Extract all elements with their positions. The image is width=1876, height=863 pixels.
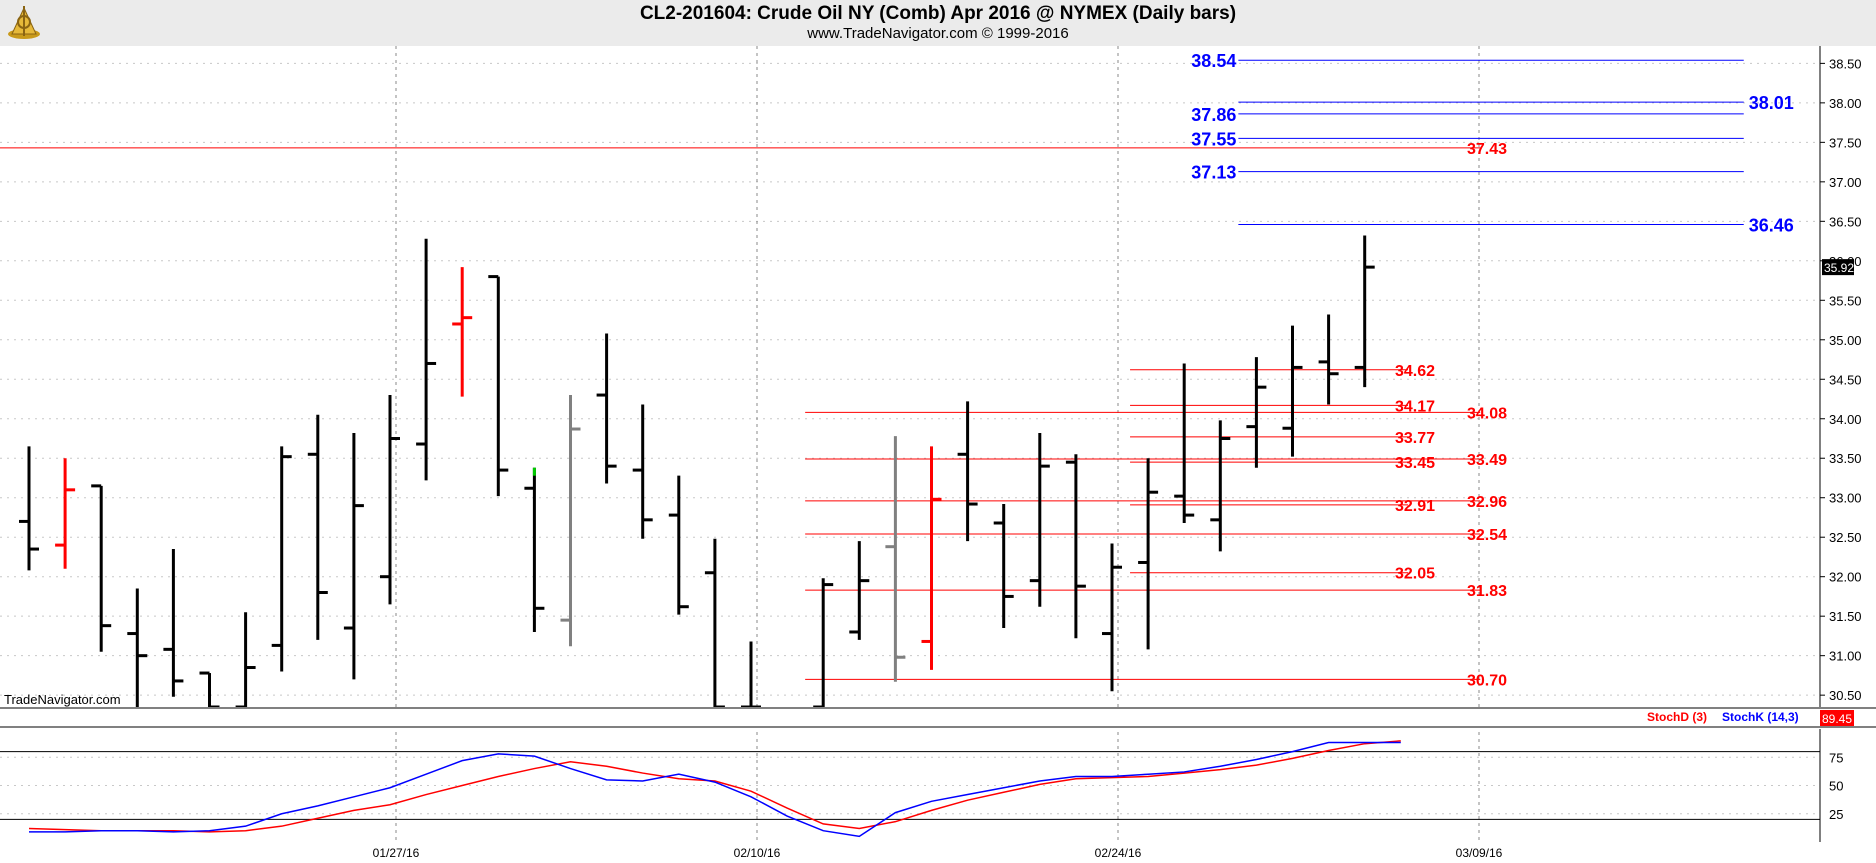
stoch-line-d bbox=[28, 740, 1401, 833]
price-tick-label: 33.50 bbox=[1829, 451, 1862, 466]
level-label-37.43: 37.43 bbox=[1467, 141, 1507, 158]
watermark-text: TradeNavigator.com bbox=[4, 692, 121, 707]
price-tick-label: 35.50 bbox=[1829, 293, 1862, 308]
level-label-30.70: 30.70 bbox=[1467, 672, 1507, 689]
stoch-tick-label: 25 bbox=[1829, 807, 1843, 822]
level-label-32.54: 32.54 bbox=[1467, 527, 1507, 544]
chart-title: CL2-201604: Crude Oil NY (Comb) Apr 2016… bbox=[639, 3, 1237, 24]
price-tick-label: 36.50 bbox=[1829, 214, 1862, 229]
last-price-label: 35.92 bbox=[1824, 261, 1854, 275]
level-label-32.05: 32.05 bbox=[1395, 566, 1435, 583]
panel-separator bbox=[0, 707, 1876, 729]
price-tick-label: 34.00 bbox=[1829, 412, 1862, 427]
price-tick-label: 37.00 bbox=[1829, 175, 1862, 190]
price-tick-label: 38.50 bbox=[1829, 56, 1862, 71]
level-label-37.86: 37.86 bbox=[1191, 105, 1236, 125]
price-tick-label: 32.50 bbox=[1829, 530, 1862, 545]
level-label-37.55: 37.55 bbox=[1191, 129, 1236, 149]
stoch-tick-label: 50 bbox=[1829, 779, 1843, 794]
level-label-34.62: 34.62 bbox=[1395, 363, 1435, 380]
level-label-38.01: 38.01 bbox=[1749, 93, 1794, 113]
stoch-last-marker bbox=[1820, 710, 1854, 726]
level-label-36.46: 36.46 bbox=[1749, 215, 1794, 235]
level-label-37.13: 37.13 bbox=[1191, 163, 1236, 183]
ohlc-bars bbox=[19, 235, 1375, 707]
chart-subtitle: www.TradeNavigator.com © 1999-2016 bbox=[807, 25, 1069, 42]
price-tick-label: 32.00 bbox=[1829, 570, 1862, 585]
date-tick-label: 03/09/16 bbox=[1456, 846, 1503, 860]
price-tick-label: 33.00 bbox=[1829, 491, 1862, 506]
stoch-last-label: 89.45 bbox=[1822, 712, 1852, 726]
legend-stochk: StochK (14,3) bbox=[1722, 710, 1799, 724]
level-label-33.49: 33.49 bbox=[1467, 452, 1507, 469]
price-tick-label: 38.00 bbox=[1829, 96, 1862, 111]
last-price-marker bbox=[1822, 259, 1854, 276]
level-label-34.17: 34.17 bbox=[1395, 398, 1435, 415]
level-label-38.54: 38.54 bbox=[1191, 51, 1236, 71]
level-label-33.77: 33.77 bbox=[1395, 430, 1435, 447]
price-tick-label: 37.50 bbox=[1829, 135, 1862, 150]
level-label-32.91: 32.91 bbox=[1395, 498, 1435, 515]
price-tick-label: 30.50 bbox=[1829, 688, 1862, 703]
level-label-32.96: 32.96 bbox=[1467, 494, 1507, 511]
stoch-tick-label: 75 bbox=[1829, 750, 1843, 765]
price-tick-label: 34.50 bbox=[1829, 372, 1862, 387]
date-tick-label: 01/27/16 bbox=[373, 846, 420, 860]
price-tick-label: 31.00 bbox=[1829, 649, 1862, 664]
price-tick-label: 35.00 bbox=[1829, 333, 1862, 348]
stoch-line-k bbox=[29, 741, 1401, 838]
date-tick-label: 02/10/16 bbox=[734, 846, 781, 860]
legend-stochd: StochD (3) bbox=[1647, 710, 1707, 724]
chart-header bbox=[0, 0, 1876, 46]
date-tick-label: 02/24/16 bbox=[1095, 846, 1142, 860]
level-label-34.08: 34.08 bbox=[1467, 405, 1507, 422]
level-label-33.45: 33.45 bbox=[1395, 455, 1435, 472]
trade-navigator-logo-icon bbox=[8, 6, 40, 39]
level-label-31.83: 31.83 bbox=[1467, 583, 1507, 600]
price-tick-label: 31.50 bbox=[1829, 609, 1862, 624]
